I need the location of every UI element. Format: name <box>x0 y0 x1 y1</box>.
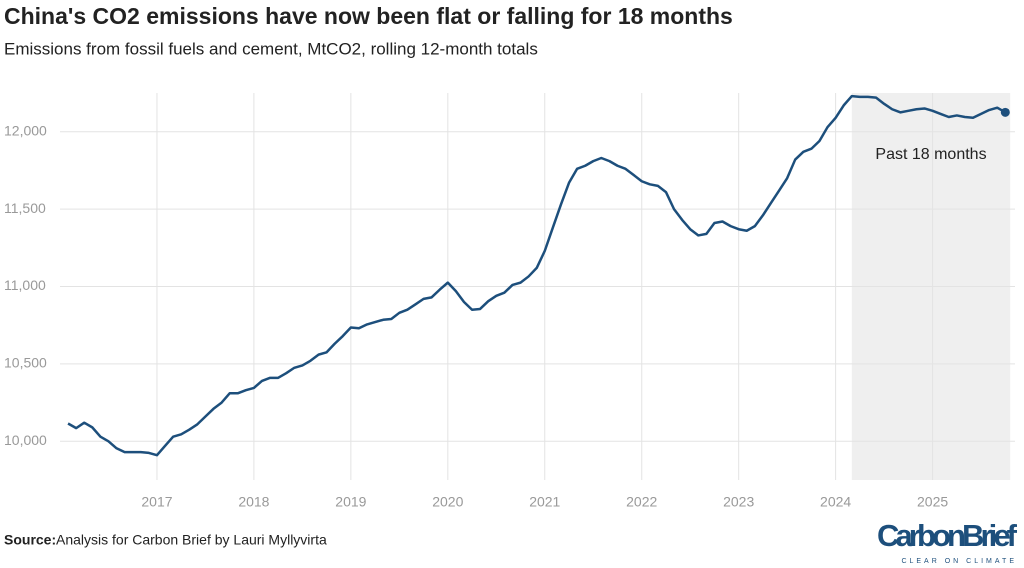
x-tick-label: 2025 <box>917 494 948 510</box>
y-tick-label: 12,000 <box>4 122 47 138</box>
logo-tagline: CLEAR ON CLIMATE <box>901 558 1017 565</box>
x-tick-label: 2024 <box>820 494 851 510</box>
logo: CarbonBrief <box>877 518 1018 553</box>
x-tick-label: 2019 <box>335 494 366 510</box>
line <box>67 94 1006 457</box>
source-label: Source: <box>4 532 56 548</box>
x-tick-label: 2018 <box>238 494 269 510</box>
x-tick-label: 2021 <box>529 494 560 510</box>
highlight-label: Past 18 months <box>875 146 986 163</box>
y-tick-label: 11,500 <box>4 200 46 216</box>
source: Analysis for Carbon Brief by Lauri Mylly… <box>56 532 327 548</box>
chart-title: China's CO2 emissions have now been flat… <box>4 3 733 29</box>
end-marker <box>1000 107 1010 117</box>
y-tick-label: 11,000 <box>4 277 46 293</box>
chart-subtitle: Emissions from fossil fuels and cement, … <box>4 39 538 58</box>
x-tick-label: 2022 <box>626 494 657 510</box>
y-tick-label: 10,000 <box>4 432 47 448</box>
x-tick-label: 2023 <box>723 494 754 510</box>
y-tick-label: 10,500 <box>4 355 47 371</box>
x-tick-label: 2017 <box>141 494 172 510</box>
x-tick-label: 2020 <box>432 494 463 510</box>
